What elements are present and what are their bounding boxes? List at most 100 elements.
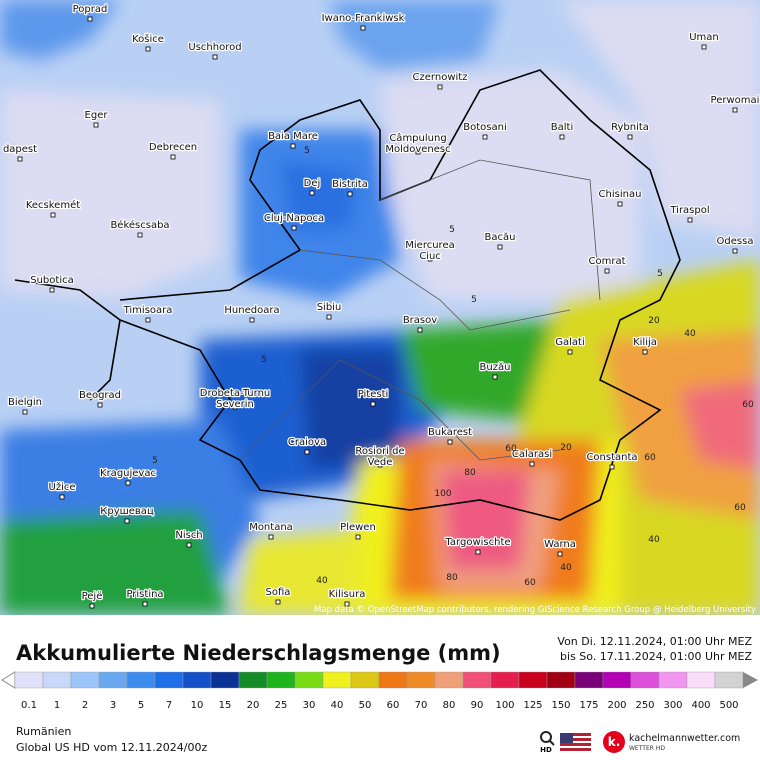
legend-label: 250: [635, 700, 654, 711]
legend-swatch: [518, 671, 548, 689]
legend-swatch: [714, 671, 744, 689]
city-label: dapest: [3, 144, 37, 155]
logos: HD k. kachelmannwetter.com WETTER HD: [540, 731, 740, 754]
city-marker: [377, 462, 383, 468]
contour-label: 60: [524, 578, 536, 588]
city-label: Targowischte: [444, 537, 510, 548]
city-label: Pejë: [82, 591, 103, 602]
city-marker: [360, 25, 366, 31]
legend-label: 90: [471, 700, 484, 711]
contour-label: 60: [505, 444, 517, 454]
legend-swatch: [462, 671, 492, 689]
legend-label: 7: [166, 700, 172, 711]
city-label: Brasov: [403, 315, 437, 326]
city-label: Debrecen: [149, 142, 197, 153]
legend-swatch: [434, 671, 464, 689]
city-label: Comrat: [588, 256, 625, 267]
city-marker: [559, 134, 565, 140]
contour-label: 20: [560, 443, 572, 453]
legend-label: 2: [82, 700, 88, 711]
legend-label: 100: [495, 700, 514, 711]
city-label: Montana: [249, 522, 293, 533]
city-label: Крушевац: [100, 506, 154, 517]
contour-label: 5: [449, 225, 455, 235]
contour-label: 40: [684, 329, 696, 339]
contour-label: 60: [734, 503, 746, 513]
legend-swatch: [210, 671, 240, 689]
city-label: Poprad: [73, 4, 108, 15]
city-label: Pitesti: [358, 389, 389, 400]
city-label: Hunedoara: [224, 305, 279, 316]
contour-label: 40: [316, 576, 328, 586]
legend-label: 15: [219, 700, 232, 711]
city-marker: [309, 190, 315, 196]
city-label: Tiraspol: [669, 205, 709, 216]
city-label: Sofia: [266, 587, 291, 598]
hd-badge: HD: [540, 746, 552, 754]
legend-label: 30: [303, 700, 316, 711]
city-label: Plewen: [340, 522, 376, 533]
legend-label: 50: [359, 700, 372, 711]
legend-label: 500: [719, 700, 738, 711]
city-marker: [604, 268, 610, 274]
contour-label: 80: [464, 468, 476, 478]
contour-label: 80: [446, 573, 458, 583]
city-label: Perwomai: [711, 95, 760, 106]
city-marker: [142, 601, 148, 607]
legend-label: 10: [191, 700, 204, 711]
legend-label: 200: [607, 700, 626, 711]
city-marker: [137, 232, 143, 238]
city-marker: [17, 156, 23, 162]
city-label: Drobeta-Turnu Severin: [200, 388, 271, 410]
legend-label: 5: [138, 700, 144, 711]
legend-swatch: [658, 671, 688, 689]
city-marker: [125, 480, 131, 486]
city-marker: [347, 191, 353, 197]
legend-label: 80: [443, 700, 456, 711]
city-marker: [482, 134, 488, 140]
contour-label: 40: [560, 563, 572, 573]
city-label: Užice: [49, 481, 76, 493]
city-label: Balti: [551, 122, 573, 133]
title: Akkumulierte Niederschlagsmenge (mm): [16, 641, 501, 665]
city-label: Craiova: [288, 437, 326, 448]
city-label: Kragujevac: [100, 468, 156, 479]
site-tagline: WETTER HD: [629, 745, 665, 752]
city-marker: [437, 84, 443, 90]
city-label: Câmpulung Moldovenesc: [385, 132, 450, 155]
contour-label: 60: [644, 453, 656, 463]
site-name[interactable]: kachelmannwetter.com: [629, 733, 740, 744]
model-run: Global US HD vom 12.11.2024/00z: [16, 741, 207, 754]
city-marker: [268, 534, 274, 540]
city-marker: [557, 551, 563, 557]
city-label: Constanta: [586, 452, 637, 463]
city-label: Miercurea Ciuc: [405, 240, 454, 262]
city-label: Nisch: [175, 530, 202, 541]
city-marker: [50, 212, 56, 218]
svg-text:k.: k.: [608, 735, 621, 749]
legend-label: 70: [415, 700, 428, 711]
city-label: Warna: [544, 539, 576, 550]
city-label: Cluj-Napoca: [264, 213, 324, 224]
city-label: Eger: [85, 110, 109, 121]
city-marker: [447, 439, 453, 445]
city-marker: [529, 461, 535, 467]
city-label: Bistrita: [332, 179, 368, 190]
city-label: Bielgin: [8, 397, 42, 408]
city-marker: [304, 449, 310, 455]
city-marker: [344, 601, 350, 607]
city-marker: [212, 54, 218, 60]
city-marker: [687, 217, 693, 223]
city-label: Rybnita: [611, 122, 649, 133]
city-marker: [609, 464, 615, 470]
city-label: Košice: [132, 33, 164, 45]
legend-swatch: [98, 671, 128, 689]
city-marker: [627, 134, 633, 140]
legend-swatch: [686, 671, 716, 689]
city-marker: [732, 248, 738, 254]
contour-label: 100: [434, 489, 451, 499]
period-end: bis So. 17.11.2024, 01:00 Uhr MEZ: [560, 650, 752, 663]
city-marker: [427, 256, 433, 262]
city-label: Botosani: [463, 122, 506, 133]
